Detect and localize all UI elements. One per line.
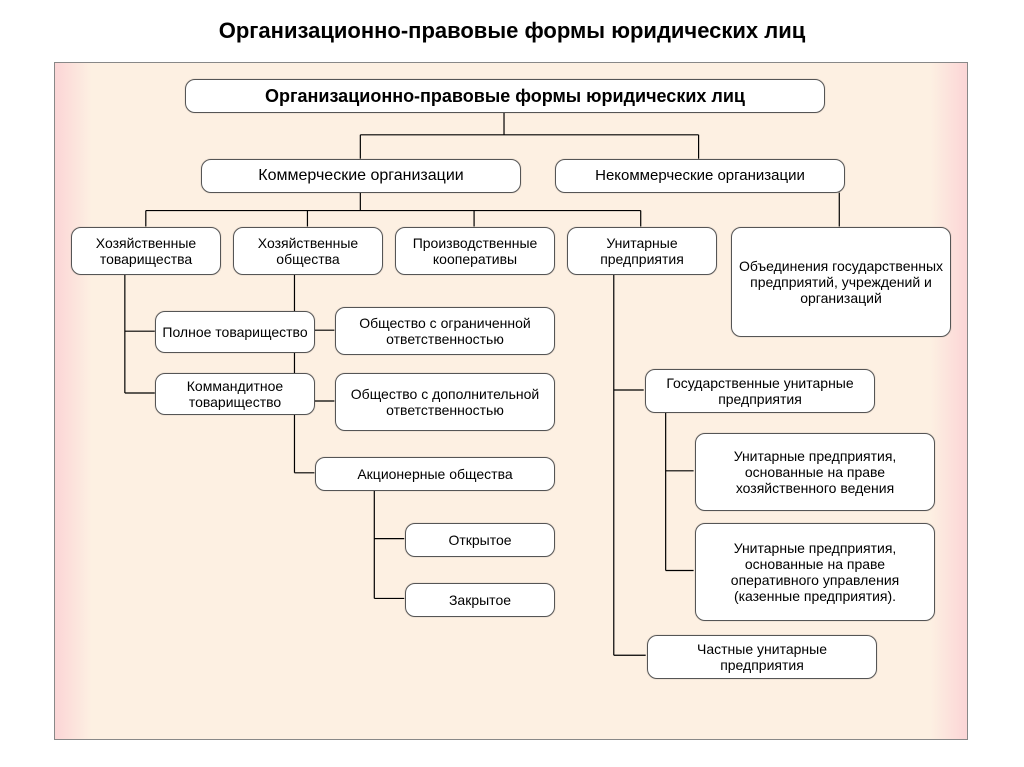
node-noncommercial: Некоммерческие организации: [555, 159, 845, 193]
diagram-frame: Организационно-правовые формы юридически…: [54, 62, 968, 740]
node-ooo: Общество с ограниченной ответственностью: [335, 307, 555, 355]
node-odo: Общество с дополнительной ответственност…: [335, 373, 555, 431]
node-gov-unitary-1: Унитарные предприятия, основанные на пра…: [695, 433, 935, 511]
node-unitary: Унитарные предприятия: [567, 227, 717, 275]
node-gov-unitary: Государственные унитарные предприятия: [645, 369, 875, 413]
node-closed: Закрытое: [405, 583, 555, 617]
node-gov-unitary-2: Унитарные предприятия, основанные на пра…: [695, 523, 935, 621]
node-ao: Акционерные общества: [315, 457, 555, 491]
node-full-partnership: Полное товарищество: [155, 311, 315, 353]
node-root: Организационно-правовые формы юридически…: [185, 79, 825, 113]
node-coops: Производственные кооперативы: [395, 227, 555, 275]
node-companies: Хозяйственные общества: [233, 227, 383, 275]
node-open: Открытое: [405, 523, 555, 557]
node-kommandit-partnership: Коммандитное товарищество: [155, 373, 315, 415]
node-commercial: Коммерческие организации: [201, 159, 521, 193]
node-private-unitary: Частные унитарные предприятия: [647, 635, 877, 679]
page-title: Организационно-правовые формы юридически…: [0, 0, 1024, 54]
node-assoc: Объединения государственных предприятий,…: [731, 227, 951, 337]
node-partnerships: Хозяйственные товарищества: [71, 227, 221, 275]
